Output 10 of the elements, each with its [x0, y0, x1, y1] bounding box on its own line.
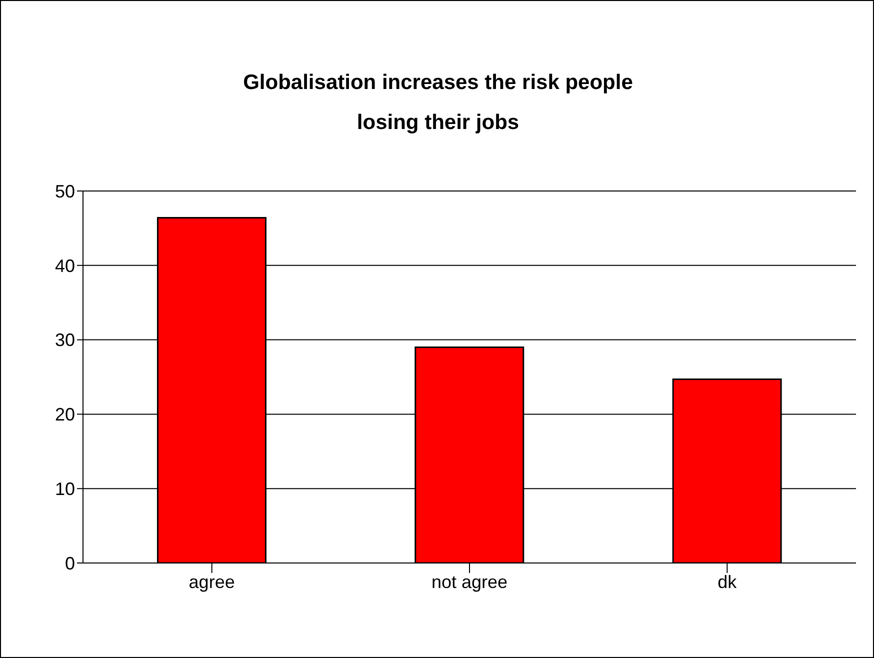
y-tick-label: 10	[54, 478, 75, 499]
y-tick-label: 40	[54, 256, 75, 276]
x-tick-label: dk	[718, 572, 738, 592]
x-tick-label: not agree	[431, 572, 508, 592]
y-tick-label: 20	[54, 404, 75, 425]
y-tick-label: 0	[64, 553, 75, 574]
x-tick-label: agree	[188, 572, 235, 592]
y-tick-label: 50	[54, 181, 75, 202]
chart-title: Globalisation increases the risk people losing their jobs	[242, 70, 634, 136]
y-tick-label: 30	[54, 330, 75, 350]
